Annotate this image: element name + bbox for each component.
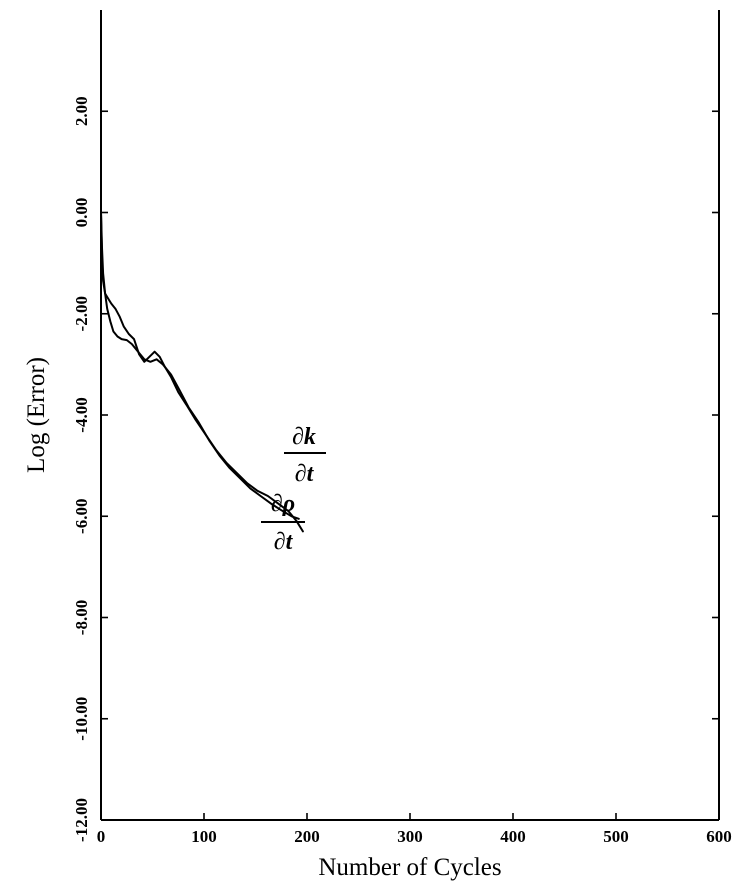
y-ticks: -12.00 -10.00 -8.00 -6.00 -4.00 -2.00 0.00 2.00 bbox=[72, 96, 719, 842]
annotation-dk-dt: ∂k ∂t bbox=[284, 424, 326, 487]
y-tick-label: -2.00 bbox=[72, 296, 91, 331]
annotation-dk-denominator: ∂t bbox=[295, 461, 315, 487]
x-tick-label: 100 bbox=[191, 827, 217, 846]
y-tick-label: -4.00 bbox=[72, 397, 91, 432]
series-line-2 bbox=[100, 211, 304, 533]
y-tick-label: -6.00 bbox=[72, 499, 91, 534]
annotation-drho-denominator: ∂t bbox=[274, 529, 294, 555]
x-tick-label: 300 bbox=[397, 827, 423, 846]
annotation-drho-numerator: ∂ρ bbox=[271, 491, 295, 517]
series-line-1 bbox=[100, 211, 300, 520]
x-tick-label: 400 bbox=[500, 827, 526, 846]
y-tick-label: -12.00 bbox=[72, 798, 91, 842]
x-tick-label: 200 bbox=[294, 827, 320, 846]
y-tick-label: 0.00 bbox=[72, 198, 91, 228]
x-tick-label: 600 bbox=[706, 827, 732, 846]
x-axis-title: Number of Cycles bbox=[318, 854, 501, 881]
y-tick-label: -10.00 bbox=[72, 697, 91, 741]
annotation-drho-dt: ∂ρ ∂t bbox=[261, 491, 305, 555]
x-ticks: 0 100 200 300 400 500 600 bbox=[97, 813, 732, 846]
annotation-dk-numerator: ∂k bbox=[292, 424, 316, 450]
x-tick-label: 500 bbox=[603, 827, 629, 846]
y-tick-label: 2.00 bbox=[72, 96, 91, 126]
y-axis-title: Log (Error) bbox=[23, 357, 50, 473]
y-tick-label: -8.00 bbox=[72, 600, 91, 635]
x-tick-label: 0 bbox=[97, 827, 106, 846]
series-layer bbox=[100, 211, 304, 533]
